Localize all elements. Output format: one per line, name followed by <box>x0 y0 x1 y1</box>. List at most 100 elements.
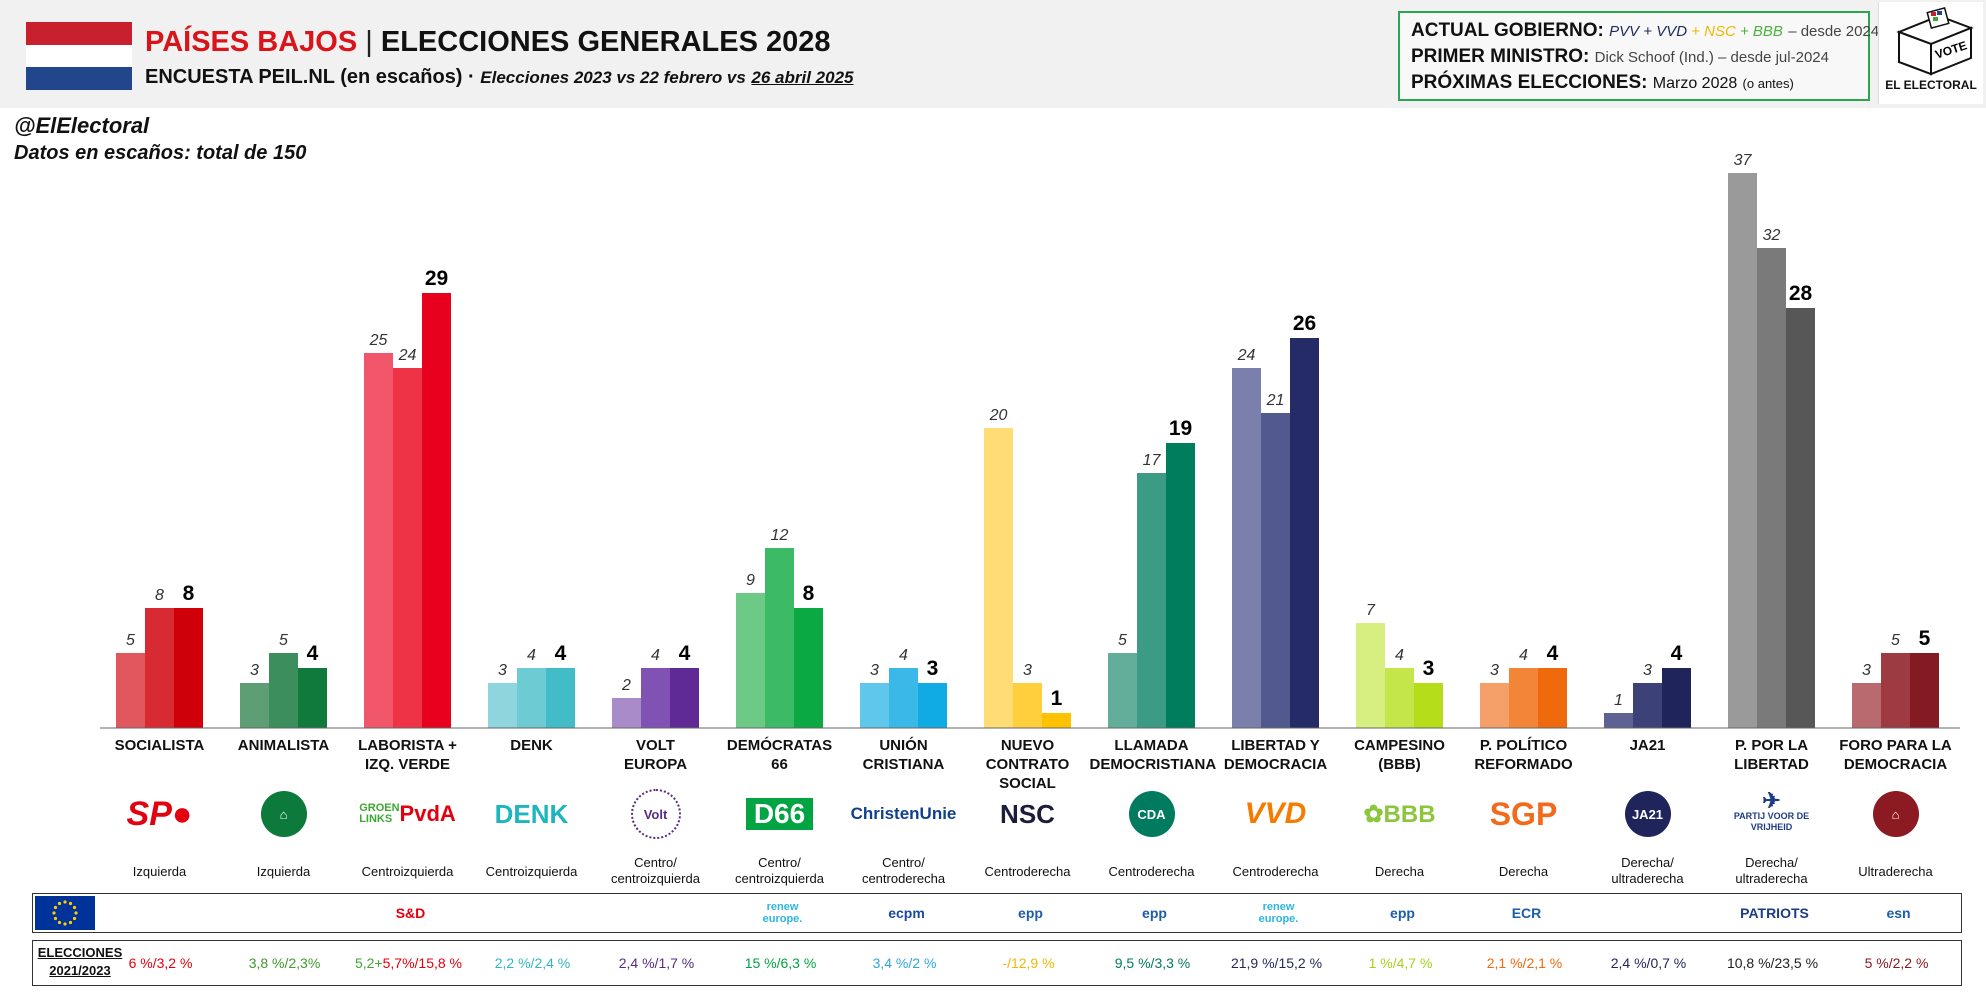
value-label-8-3: 1 <box>1051 687 1063 710</box>
value-label-4-3: 4 <box>555 642 567 665</box>
value-label-12-1: 3 <box>1490 662 1499 679</box>
party-logo-icon: VVD <box>1244 797 1307 830</box>
eu-group-icon: S&D <box>395 905 426 921</box>
election-result-part: 9,5 %/3,3 % <box>1114 955 1191 971</box>
bar-14-series-2 <box>1757 248 1786 728</box>
value-label-13-3: 4 <box>1671 642 1683 665</box>
ideology-label: Derecha <box>1498 864 1549 879</box>
ideology-label: Derecha/ ultraderecha <box>1611 855 1684 886</box>
value-label-3-3: 29 <box>425 267 448 290</box>
bar-1-series-1 <box>116 653 145 728</box>
election-title: ELECCIONES GENERALES 2028 <box>380 26 831 58</box>
election-result: -/12,9 % <box>967 955 1091 971</box>
party-logo-icon: ⌂ <box>1838 788 1954 840</box>
bar-1-series-3 <box>174 608 203 728</box>
eu-group-icon: esn <box>1886 905 1911 921</box>
bar-12-series-1 <box>1480 683 1509 728</box>
value-label-12-3: 4 <box>1547 642 1559 665</box>
value-label-5-2: 4 <box>651 647 660 664</box>
bar-2-series-3 <box>298 668 327 728</box>
ideology-label: Izquierda <box>132 864 187 879</box>
value-label-1-3: 8 <box>183 582 195 605</box>
header-band: PAÍSES BAJOS | ELECCIONES GENERALES 2028… <box>0 0 1986 108</box>
party-label: SOCIALISTA <box>114 737 205 754</box>
bar-5-series-3 <box>670 668 699 728</box>
eu-group-icon: ecpm <box>888 905 925 921</box>
ideology-label: Ultraderecha <box>1858 864 1933 879</box>
pm-value: Dick Schoof (Ind.) – desde jul-2024 <box>1594 49 1829 66</box>
bar-10-series-1 <box>1232 368 1261 728</box>
election-result: 2,1 %/2,1 % <box>1463 955 1587 971</box>
election-result-part: -/12,9 % <box>1002 955 1055 971</box>
bar-11-series-2 <box>1385 668 1414 728</box>
value-label-10-3: 26 <box>1293 312 1316 335</box>
eu-group-icon <box>1589 894 1713 932</box>
party-logo-icon: ChristenUnie <box>850 804 957 823</box>
party-label: VOLT EUROPA <box>623 737 688 773</box>
bar-13-series-2 <box>1633 683 1662 728</box>
election-result: 6 %/3,2 % <box>99 955 223 971</box>
value-label-2-3: 4 <box>307 642 319 665</box>
value-label-6-1: 9 <box>746 572 755 589</box>
value-label-6-2: 12 <box>771 527 789 544</box>
party-label: LLAMADA DEMOCRISTIANA <box>1089 737 1217 773</box>
election-result-part: 2,2 %/2,4 % <box>494 955 571 971</box>
party-label: JA21 <box>1629 737 1666 754</box>
ballot-box-icon: VOTE <box>1896 7 1974 76</box>
value-label-7-1: 3 <box>870 662 879 679</box>
next-value: Marzo 2028 <box>1652 75 1738 92</box>
bar-14-series-3 <box>1786 308 1815 728</box>
value-label-7-3: 3 <box>927 657 939 680</box>
bar-15-series-3 <box>1910 653 1939 728</box>
eu-group-icon: epp <box>1390 905 1415 921</box>
elections-row-label: ELECCIONES 2021/2023 <box>37 945 123 978</box>
next-label: PRÓXIMAS ELECCIONES: <box>1411 72 1648 93</box>
party-logo-icon: CDA <box>1094 788 1210 840</box>
bar-5-series-2 <box>641 668 670 728</box>
ideology-label: Centroizquierda <box>485 864 578 879</box>
bar-8-series-3 <box>1042 713 1071 728</box>
bar-15-series-1 <box>1852 683 1881 728</box>
bar-14-series-1 <box>1728 173 1757 728</box>
value-label-8-1: 20 <box>989 407 1008 424</box>
eu-group-icon: PATRIOTS <box>1740 905 1809 921</box>
ideology-label: Derecha <box>1374 864 1425 879</box>
value-label-11-1: 7 <box>1366 602 1376 619</box>
bar-1-series-2 <box>145 608 174 728</box>
election-result: 1 %/4,7 % <box>1339 955 1463 971</box>
chart-subtitle: Datos en escaños: total de 150 <box>14 142 307 164</box>
value-label-2-1: 3 <box>250 662 259 679</box>
bar-11-series-1 <box>1356 623 1385 728</box>
value-label-14-3: 28 <box>1789 282 1813 305</box>
bar-6-series-2 <box>765 548 794 728</box>
value-label-5-1: 2 <box>621 677 631 694</box>
eu-flag-icon <box>35 896 95 930</box>
election-result-part: 2,1 %/2,1 % <box>1486 955 1563 971</box>
party-label: CAMPESINO (BBB) <box>1354 737 1445 773</box>
election-result-part: 15 %/6,3 % <box>744 955 817 971</box>
eu-group-icon <box>473 894 597 932</box>
next-election-row: PRÓXIMAS ELECCIONES: Marzo 2028 (o antes… <box>1411 72 1794 94</box>
election-result-part: 10,8 %/23,5 % <box>1726 955 1819 971</box>
bar-4-series-2 <box>517 668 546 728</box>
election-result: 3,4 %/2 % <box>843 955 967 971</box>
party-label: ANIMALISTA <box>237 737 330 754</box>
election-result: 2,4 %/0,7 % <box>1587 955 1711 971</box>
value-label-13-2: 3 <box>1643 662 1652 679</box>
survey-name: ENCUESTA PEIL.NL (en escaños) <box>145 66 463 88</box>
party-label: UNIÓN CRISTIANA <box>862 737 945 773</box>
value-label-1-2: 8 <box>155 587 164 604</box>
party-logo-icon: ⌂ <box>226 788 342 840</box>
party-logo-icon: D66 <box>722 788 838 840</box>
bar-10-series-2 <box>1261 413 1290 728</box>
value-label-11-3: 3 <box>1423 657 1435 680</box>
bar-5-series-1 <box>612 698 641 728</box>
bar-11-series-3 <box>1414 683 1443 728</box>
value-label-3-1: 25 <box>369 332 388 349</box>
election-result: 15 %/6,3 % <box>719 955 843 971</box>
election-result-part: 3,4 %/2 % <box>872 955 937 971</box>
value-label-14-2: 32 <box>1763 227 1781 244</box>
election-result-part: 2,4 %/1,7 % <box>618 955 695 971</box>
value-label-10-1: 24 <box>1237 347 1256 364</box>
